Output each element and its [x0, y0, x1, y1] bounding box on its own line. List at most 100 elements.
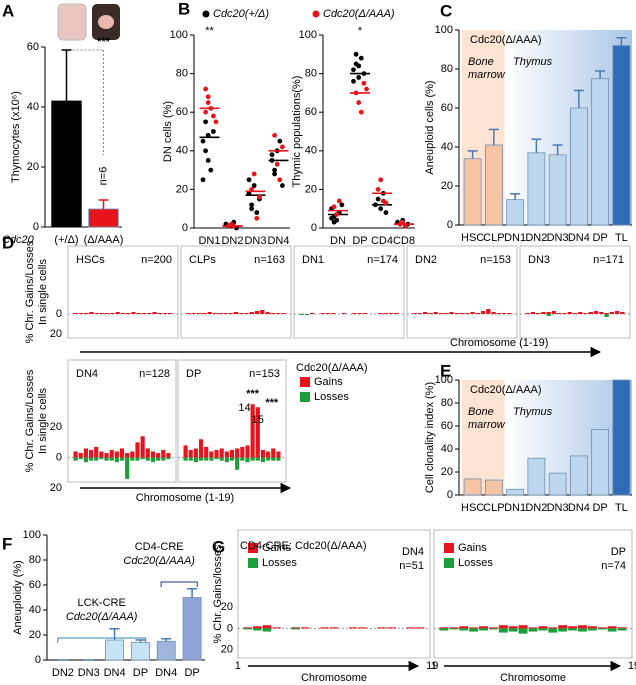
gain-bar — [479, 626, 488, 629]
gain-bar — [475, 313, 480, 314]
loss-bar — [479, 628, 488, 631]
dot — [274, 161, 280, 167]
gain-bar — [281, 313, 286, 314]
bar — [105, 639, 125, 661]
bar — [506, 488, 525, 496]
y-axis-label: % Chr. Gains/Losses — [24, 369, 36, 472]
dot — [251, 171, 257, 177]
loss-bar — [145, 457, 150, 461]
gain-bar — [150, 451, 156, 458]
dot — [364, 86, 369, 92]
loss-bar — [607, 628, 617, 632]
legend-swatch — [248, 558, 258, 568]
gain-bar — [599, 312, 604, 314]
x-tick-label: DP — [352, 235, 367, 247]
bar — [591, 78, 610, 226]
gain-bar — [152, 312, 157, 314]
gain-bar — [508, 626, 518, 629]
panel-frame — [519, 245, 631, 339]
annotation: 14 — [238, 402, 250, 414]
gain-bar — [486, 309, 491, 314]
loss-bar — [161, 457, 166, 461]
loss-bar — [209, 457, 214, 461]
group-bracket — [57, 637, 147, 643]
y-tick-label: 100 — [299, 29, 317, 41]
panel-frame — [67, 245, 179, 339]
loss-bar — [578, 628, 587, 632]
x-tick-label: (Δ/AAA) — [84, 234, 124, 246]
dot — [351, 67, 356, 73]
panel-frame — [406, 245, 518, 339]
y-tick-label: 60 — [27, 41, 39, 53]
dot — [272, 171, 277, 177]
dot — [378, 177, 384, 183]
y-axis-label: In single cells — [37, 258, 49, 325]
x-tick-label: DN4 — [104, 667, 126, 679]
panel-letter: C — [440, 1, 452, 20]
x-tick-label: CD4 — [371, 235, 393, 247]
gain-bar — [541, 312, 546, 314]
dot — [375, 187, 381, 192]
gain-bar — [239, 313, 244, 314]
region-label: marrow — [468, 419, 506, 431]
gain-bar — [271, 448, 276, 458]
legend-swatch — [300, 392, 310, 402]
gain-bar — [320, 627, 329, 629]
panel-letter: A — [2, 1, 14, 20]
x-tick-label: DN2 — [525, 232, 547, 244]
x-tick-label: DP — [133, 667, 148, 679]
x-tick-label: 1 — [431, 660, 437, 672]
x-tick-label: (+/Δ) — [54, 234, 78, 246]
gain-bar — [557, 313, 562, 314]
significance: * — [358, 25, 363, 37]
dot — [211, 129, 216, 134]
y-axis-label: % Chr. Gains/Losses — [24, 240, 36, 343]
dot — [356, 100, 362, 105]
x-tick-label: DN3 — [244, 235, 266, 247]
region-bg — [504, 30, 632, 225]
y-tick-label: 20 — [27, 161, 39, 173]
gain-bar — [83, 448, 88, 458]
loss-bar — [204, 457, 209, 461]
x-tick-label: DP — [592, 232, 607, 244]
gain-bar — [270, 313, 275, 314]
gain-bar — [417, 313, 423, 314]
gain-bar — [607, 626, 617, 629]
panel-letter: B — [178, 0, 190, 18]
panel-label: DN4 — [76, 368, 98, 380]
y-tick-label: 40 — [176, 145, 188, 157]
x-tick-label: DN2 — [525, 502, 547, 514]
gain-bar — [191, 313, 197, 314]
gain-bar — [219, 448, 224, 458]
gain-bar — [358, 627, 368, 629]
loss-bar — [266, 457, 271, 461]
gain-bar — [183, 445, 188, 458]
loss-bar — [271, 457, 276, 461]
gain-bar — [587, 626, 597, 629]
y-tick-label: 20 — [221, 643, 233, 655]
gain-bar — [528, 627, 538, 629]
loss-bar — [548, 628, 558, 633]
y-tick-label: 100 — [435, 374, 453, 386]
x-tick-label: DN4 — [568, 232, 590, 244]
panel-title: Cdc20(Δ/AAA) — [470, 384, 542, 396]
dot — [277, 177, 283, 183]
x-tick-label: 19 — [628, 660, 636, 672]
loss-bar — [568, 628, 578, 631]
panel-frame — [433, 529, 633, 659]
gain-bar — [578, 312, 583, 314]
legend-label: Losses — [458, 557, 493, 569]
loss-bar — [604, 314, 609, 317]
gain-bar — [204, 446, 209, 458]
loss-bar — [214, 457, 219, 460]
y-axis-label: In single cells — [37, 387, 49, 454]
group-label: CD4-CRE — [135, 541, 184, 553]
bar — [156, 640, 176, 661]
gain-bar — [99, 451, 104, 458]
gain-bar — [119, 448, 125, 458]
gain-bar — [572, 313, 578, 314]
gain-bar — [406, 627, 415, 629]
y-tick-label: 20 — [50, 482, 62, 494]
significance: ** — [205, 25, 214, 37]
thymus-photo — [57, 3, 87, 41]
